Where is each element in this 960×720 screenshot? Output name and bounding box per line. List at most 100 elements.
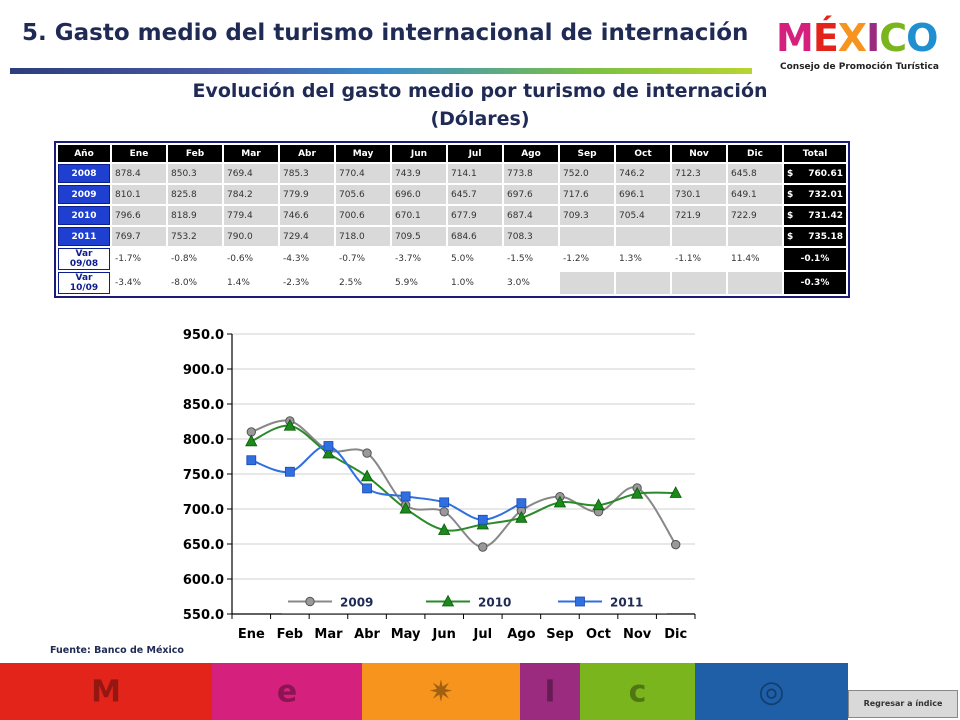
table-header-cell: Dic bbox=[728, 145, 782, 162]
footer-emblem-icon: c bbox=[628, 674, 647, 709]
table-cell: -2.3% bbox=[280, 272, 334, 294]
table-cell: 714.1 bbox=[448, 164, 502, 183]
table-cell: -1.1% bbox=[672, 248, 726, 270]
row-label: Var 10/09 bbox=[58, 272, 110, 294]
table-cell: 769.4 bbox=[224, 164, 278, 183]
back-to-index-button[interactable]: Regresar a índice bbox=[848, 690, 958, 718]
table-cell: 718.0 bbox=[336, 227, 390, 246]
footer-emblem-icon: e bbox=[276, 674, 298, 709]
table-cell bbox=[728, 227, 782, 246]
x-tick-label: May bbox=[391, 627, 421, 642]
data-point-2009 bbox=[671, 539, 681, 550]
legend-label: 2010 bbox=[478, 596, 511, 610]
table-cell: -3.7% bbox=[392, 248, 446, 270]
table-cell: -3.4% bbox=[112, 272, 166, 294]
x-tick-label: Feb bbox=[277, 627, 303, 642]
total-value: 731.42 bbox=[808, 210, 843, 221]
table-cell: 3.0% bbox=[504, 272, 558, 294]
table-cell: 773.8 bbox=[504, 164, 558, 183]
table-cell: -0.8% bbox=[168, 248, 222, 270]
data-point-2011 bbox=[323, 441, 334, 451]
x-tick-label: Oct bbox=[586, 627, 611, 642]
data-point-2011 bbox=[439, 497, 450, 508]
currency-symbol: $ bbox=[787, 189, 794, 200]
table-header-cell: Oct bbox=[616, 145, 670, 162]
table-cell: 709.5 bbox=[392, 227, 446, 246]
data-point-2010 bbox=[669, 486, 682, 498]
table-cell bbox=[672, 227, 726, 246]
section-title: Evolución del gasto medio por turismo de… bbox=[192, 80, 768, 102]
data-point-2011 bbox=[246, 455, 257, 466]
data-point-2010 bbox=[515, 510, 528, 523]
total-value: 732.01 bbox=[808, 189, 843, 200]
table-cell: 729.4 bbox=[280, 227, 334, 246]
table-cell: 700.6 bbox=[336, 206, 390, 225]
table-cell: 818.9 bbox=[168, 206, 222, 225]
table-cell bbox=[672, 272, 726, 294]
y-tick-label: 950.0 bbox=[183, 328, 224, 343]
legend-box bbox=[282, 591, 667, 614]
table-header-cell: Ene bbox=[112, 145, 166, 162]
table-cell: 1.4% bbox=[224, 272, 278, 294]
x-tick-label: Sep bbox=[546, 627, 574, 642]
x-tick-label: Ene bbox=[238, 627, 265, 642]
y-tick-label: 700.0 bbox=[183, 503, 224, 518]
legend-marker-2010 bbox=[441, 594, 455, 607]
row-label: 2011 bbox=[58, 227, 110, 246]
table-cell: 746.6 bbox=[280, 206, 334, 225]
table-header-cell: Total bbox=[784, 145, 846, 162]
table-cell: 796.6 bbox=[112, 206, 166, 225]
table-header-cell: Año bbox=[58, 145, 110, 162]
table-cell: 649.1 bbox=[728, 185, 782, 204]
x-tick-label: Ago bbox=[507, 627, 535, 642]
legend-marker-2011 bbox=[575, 596, 585, 607]
row-total: $731.42 bbox=[784, 206, 846, 225]
data-point-2010 bbox=[283, 418, 297, 431]
footer-segment: c bbox=[580, 663, 695, 720]
row-label: 2010 bbox=[58, 206, 110, 225]
table-cell: 709.3 bbox=[560, 206, 614, 225]
x-tick-label: Jun bbox=[432, 627, 456, 642]
table-cell: 705.4 bbox=[616, 206, 670, 225]
currency-symbol: $ bbox=[787, 168, 794, 179]
table-cell: 687.4 bbox=[504, 206, 558, 225]
footer-emblem-icon: M bbox=[91, 674, 121, 709]
data-point-2011 bbox=[516, 498, 527, 509]
logo-wordmark: MÉXICO bbox=[776, 16, 938, 60]
table-cell: 696.0 bbox=[392, 185, 446, 204]
data-point-2011 bbox=[284, 466, 295, 477]
footer-segment: ✷ bbox=[362, 663, 520, 720]
table-cell: 684.6 bbox=[448, 227, 502, 246]
row-label: 2008 bbox=[58, 164, 110, 183]
table-cell: 696.1 bbox=[616, 185, 670, 204]
y-tick-label: 650.0 bbox=[183, 538, 224, 553]
data-point-2010 bbox=[438, 523, 451, 535]
table-cell: 810.1 bbox=[112, 185, 166, 204]
table-cell: 784.2 bbox=[224, 185, 278, 204]
table-cell: -4.3% bbox=[280, 248, 334, 270]
data-point-2009 bbox=[478, 542, 488, 552]
data-table: Año Ene Feb Mar Abr May Jun Jul Ago Sep Oct Nov Dic T… bbox=[54, 141, 850, 298]
x-tick-label: Dic bbox=[664, 627, 687, 642]
y-tick-label: 850.0 bbox=[183, 398, 224, 413]
data-point-2010 bbox=[592, 498, 605, 511]
footer-emblem-icon: ✷ bbox=[428, 674, 454, 709]
table-header-row: Año Ene Feb Mar Abr May Jun Jul Ago Sep Oct Nov Dic T… bbox=[58, 145, 846, 162]
table-cell bbox=[616, 272, 670, 294]
table-cell bbox=[560, 227, 614, 246]
x-tick-label: Abr bbox=[354, 627, 380, 642]
table-cell: 878.4 bbox=[112, 164, 166, 183]
table-cell: 712.3 bbox=[672, 164, 726, 183]
data-point-2011 bbox=[362, 483, 372, 494]
section-subtitle: (Dólares) bbox=[430, 108, 530, 130]
table-row: 2009 810.1 825.8 784.2 779.9 705.6 696.0 645.7 6… bbox=[58, 185, 846, 204]
footer-segment: M bbox=[0, 663, 212, 720]
table-header-cell: Jun bbox=[392, 145, 446, 162]
y-tick-label: 900.0 bbox=[183, 363, 224, 378]
row-total: $735.18 bbox=[784, 227, 846, 246]
legend-marker-2009 bbox=[305, 596, 315, 607]
table-cell: 850.3 bbox=[168, 164, 222, 183]
data-point-2011 bbox=[400, 491, 411, 502]
table-cell: 645.7 bbox=[448, 185, 502, 204]
legend-label: 2009 bbox=[340, 596, 373, 610]
